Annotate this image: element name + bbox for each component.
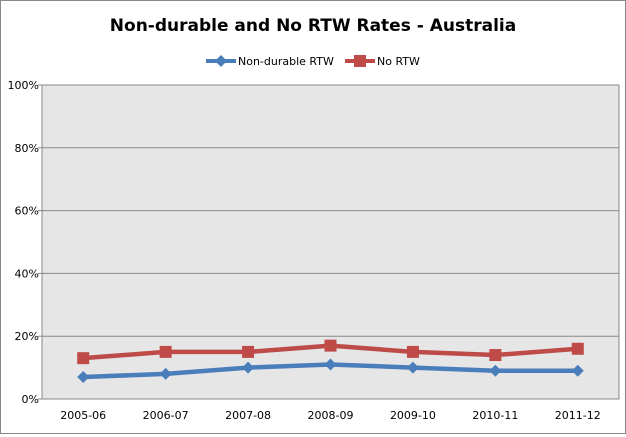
x-tick-label: 2008-09 [308,409,354,422]
legend-item: Non-durable RTW [206,55,334,68]
diamond-marker [242,361,255,374]
square-marker [242,345,255,358]
square-marker [406,345,419,358]
x-tick-label: 2005-06 [60,409,106,422]
square-marker [571,342,584,355]
y-tick-label: 20% [15,330,39,343]
y-tick-label: 100% [8,79,39,92]
square-marker [77,352,90,365]
diamond-marker [159,367,172,380]
diamond-marker [571,364,584,377]
y-tick-label: 0% [22,393,39,406]
legend-item: No RTW [345,55,420,68]
x-tick-label: 2009-10 [390,409,436,422]
diamond-marker [324,358,337,371]
legend-label: No RTW [377,55,420,68]
series-non-durable-rtw [77,358,584,384]
diamond-marker [77,371,90,384]
square-marker [489,349,502,362]
diamond-marker [406,361,419,374]
y-tick-label: 40% [15,267,39,280]
diamond-marker [215,55,227,67]
x-tick-label: 2010-11 [472,409,518,422]
y-tick-label: 60% [15,205,39,218]
square-marker [159,345,172,358]
legend: Non-durable RTW No RTW [206,55,420,68]
series-no-rtw [77,339,584,365]
legend-label: Non-durable RTW [238,55,334,68]
chart-title: Non-durable and No RTW Rates - Australia [110,16,516,36]
diamond-marker [489,364,502,377]
square-marker [324,339,337,352]
x-tick-label: 2007-08 [225,409,271,422]
y-tick-label: 80% [15,142,39,155]
x-tick-label: 2011-12 [555,409,601,422]
square-marker [354,55,366,67]
x-tick-label: 2006-07 [143,409,189,422]
